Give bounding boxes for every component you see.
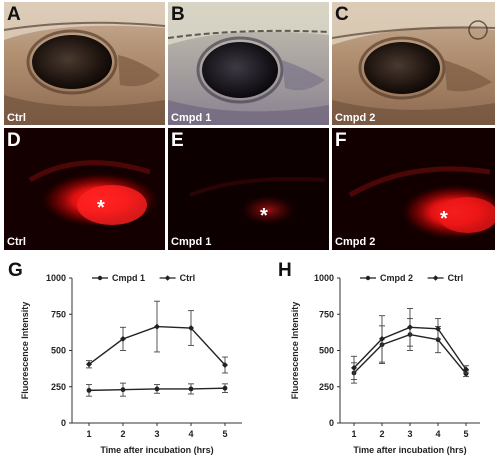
chart-g-xtick-label: 2 — [120, 429, 125, 439]
chart-h-xtick-label: 3 — [407, 429, 412, 439]
chart-g-xtick-label: 4 — [188, 429, 193, 439]
chart-g: G 0 250 500 750 1000 1 2 3 4 5 Fluorescence Intensi… — [8, 260, 242, 455]
chart-h-data-point — [351, 364, 357, 371]
chart-g-data-point — [222, 385, 228, 391]
chart-g-data-point — [188, 386, 194, 392]
panel-d-asterisk: * — [97, 197, 105, 219]
chart-h-legend-label: Ctrl — [448, 273, 464, 283]
chart-h-letter: H — [278, 260, 292, 281]
chart-g-data-point — [86, 361, 92, 368]
chart-g-legend-marker — [97, 275, 103, 281]
chart-g-data-point — [188, 325, 194, 332]
panel-e-letter: E — [171, 130, 184, 151]
chart-g-xtick-label: 1 — [86, 429, 91, 439]
panel-d: D * Ctrl — [4, 128, 165, 250]
panel-e-label: Cmpd 1 — [171, 236, 211, 248]
chart-h-xtick-label: 2 — [379, 429, 384, 439]
panel-a-letter: A — [7, 4, 21, 25]
panel-a: A Ctrl — [4, 2, 165, 125]
chart-h-xtick-label: 4 — [435, 429, 440, 439]
panel-f-letter: F — [335, 130, 347, 151]
chart-h-data-point — [463, 366, 469, 373]
chart-g-legend-label: Cmpd 1 — [112, 273, 145, 283]
chart-h-data-point — [435, 325, 441, 332]
panel-f-asterisk: * — [440, 208, 448, 230]
chart-g-data-point — [222, 362, 228, 368]
chart-g-xtick-label: 5 — [222, 429, 227, 439]
chart-h-xlabel: Time after incubation (hrs) — [353, 445, 466, 455]
panel-f-label: Cmpd 2 — [335, 236, 375, 248]
chart-h-data-point — [379, 335, 385, 342]
chart-h-ytick-label: 250 — [319, 382, 334, 392]
panel-c-letter: C — [335, 4, 349, 25]
panel-a-label: Ctrl — [7, 112, 26, 124]
panel-b: B Cmpd 1 — [168, 2, 329, 125]
chart-g-ytick-label: 250 — [51, 382, 66, 392]
chart-g-data-point — [120, 387, 126, 393]
chart-g-legend-marker — [164, 275, 171, 281]
chart-g-ylabel: Fluorescence Intensity — [20, 302, 30, 400]
chart-h-xtick-label: 1 — [351, 429, 356, 439]
panel-c-label: Cmpd 2 — [335, 112, 375, 124]
chart-g-letter: G — [8, 260, 23, 281]
chart-h-data-point — [435, 337, 441, 343]
chart-g-data-point — [120, 335, 126, 342]
chart-g-ytick-label: 1000 — [46, 273, 66, 283]
chart-h-ytick-label: 500 — [319, 346, 334, 356]
chart-h-ytick-label: 750 — [319, 309, 334, 319]
chart-g-xlabel: Time after incubation (hrs) — [100, 445, 213, 455]
panel-f: F * Cmpd 2 — [332, 128, 495, 250]
chart-h-xtick-label: 5 — [463, 429, 468, 439]
chart-h-legend-label: Cmpd 2 — [380, 273, 413, 283]
panel-e-asterisk: * — [260, 205, 268, 227]
chart-g-data-point — [154, 323, 160, 330]
chart-g-ytick-label: 0 — [61, 418, 66, 428]
chart-h-ytick-label: 0 — [329, 418, 334, 428]
panel-d-letter: D — [7, 130, 21, 151]
chart-h-legend-marker — [432, 275, 439, 281]
chart-g-data-point — [86, 387, 92, 393]
chart-g-ytick-label: 500 — [51, 346, 66, 356]
panel-b-label: Cmpd 1 — [171, 112, 211, 124]
chart-h-ytick-label: 1000 — [314, 273, 334, 283]
panel-c: C Cmpd 2 — [332, 2, 495, 125]
panel-d-label: Ctrl — [7, 236, 26, 248]
chart-h-legend-marker — [365, 275, 371, 281]
chart-h: H 0 250 500 750 1000 1 2 3 4 5 Fluorescence Intensi… — [278, 260, 480, 455]
panel-e: E * Cmpd 1 — [168, 128, 329, 250]
chart-h-ylabel: Fluorescence Intensity — [290, 302, 300, 400]
chart-h-data-point — [463, 371, 469, 377]
chart-g-legend-label: Ctrl — [180, 273, 196, 283]
chart-h-data-point — [407, 324, 413, 331]
chart-g-ytick-label: 750 — [51, 309, 66, 319]
chart-g-data-point — [154, 386, 160, 392]
panel-b-letter: B — [171, 4, 185, 25]
chart-g-xtick-label: 3 — [154, 429, 159, 439]
